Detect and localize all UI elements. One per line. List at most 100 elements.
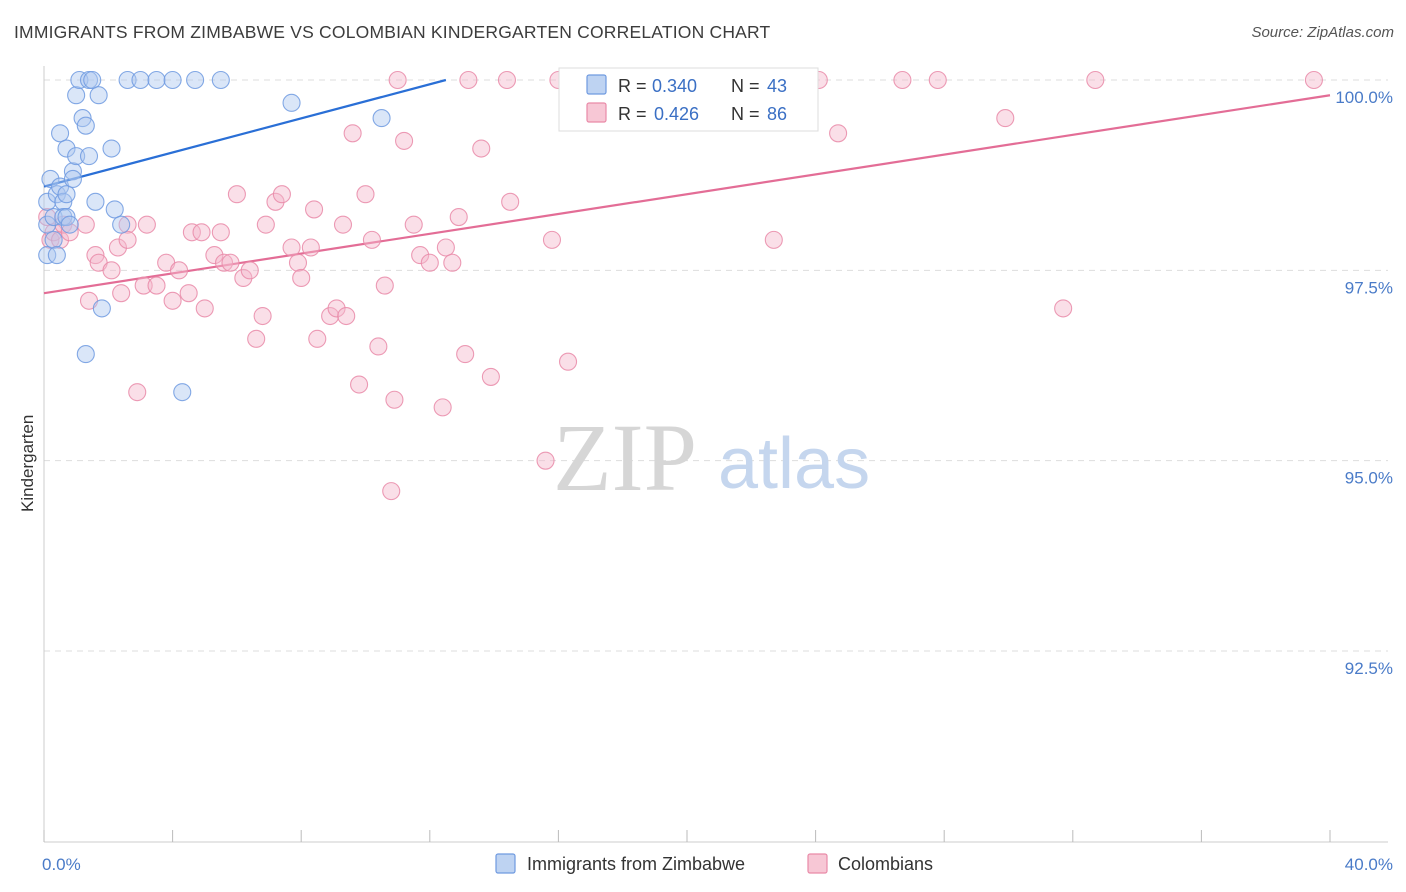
point-zimbabwe-33: [131, 70, 150, 90]
point-zimbabwe-30: [105, 200, 124, 219]
point-colombians-52: [369, 337, 388, 356]
point-colombians-16: [134, 276, 153, 295]
point-colombians-37: [272, 185, 291, 204]
point-colombians-77: [764, 230, 783, 249]
point-colombians-15: [128, 383, 147, 402]
point-colombians-28: [214, 253, 234, 272]
point-colombians-36: [266, 192, 285, 211]
axes: [43, 66, 1388, 843]
point-zimbabwe-12: [57, 139, 76, 158]
point-colombians-46: [333, 215, 353, 234]
point-colombians-83: [1054, 299, 1073, 318]
chart-title: IMMIGRANTS FROM ZIMBABWE VS COLOMBIAN KI…: [14, 22, 771, 42]
point-colombians-68: [481, 367, 500, 386]
point-colombians-34: [253, 306, 272, 326]
point-colombians-0: [38, 207, 57, 227]
point-colombians-12: [112, 284, 131, 303]
point-colombians-64: [449, 207, 468, 227]
point-zimbabwe-24: [79, 147, 99, 166]
point-zimbabwe-3: [41, 169, 60, 189]
point-zimbabwe-36: [186, 70, 205, 90]
trend-lines: [43, 78, 1331, 295]
legend-r-label-2: R =: [618, 104, 647, 124]
y-axis-label: Kindergarten: [18, 415, 37, 512]
bottom-legend-label-zimbabwe: Immigrants from Zimbabwe: [527, 854, 745, 874]
watermark-zip: ZIP: [553, 404, 697, 511]
point-colombians-42: [305, 200, 324, 219]
grid-lines: [44, 79, 1388, 652]
point-colombians-50: [356, 185, 375, 204]
point-zimbabwe-32: [118, 70, 137, 90]
x-tick-labels: 0.0% 40.0%: [42, 855, 1393, 874]
point-colombians-39: [288, 253, 308, 272]
point-colombians-18: [147, 276, 166, 295]
point-colombians-84: [1086, 70, 1105, 90]
point-zimbabwe-18: [67, 147, 86, 166]
trend-line-zimbabwe: [43, 78, 447, 188]
point-colombians-20: [163, 291, 182, 310]
point-colombians-33: [247, 329, 266, 348]
legend-swatch-pink: [586, 102, 607, 123]
point-zimbabwe-15: [60, 215, 79, 234]
x-tick-label-0: 0.0%: [42, 855, 81, 874]
point-colombians-13: [118, 215, 137, 234]
point-colombians-59: [411, 246, 430, 265]
point-colombians-58: [404, 215, 423, 234]
point-colombians-45: [327, 299, 346, 318]
y-tick-label-1: 97.5%: [1345, 278, 1393, 297]
point-colombians-63: [443, 253, 462, 272]
point-colombians-10: [102, 261, 121, 280]
point-colombians-55: [385, 390, 404, 409]
legend-r-value-1: 0.340: [652, 76, 697, 96]
point-colombians-29: [221, 253, 240, 272]
point-colombians-54: [382, 482, 401, 501]
point-colombians-17: [137, 215, 156, 234]
bottom-legend-swatch-pink: [807, 853, 828, 874]
point-zimbabwe-7: [47, 246, 66, 265]
point-colombians-14: [118, 230, 137, 249]
x-tick-label-1: 40.0%: [1345, 855, 1393, 874]
point-colombians-27: [211, 223, 230, 242]
y-tick-labels: 100.0% 97.5% 95.0% 92.5%: [1335, 88, 1393, 678]
point-zimbabwe-26: [86, 192, 105, 211]
point-zimbabwe-31: [112, 215, 131, 234]
point-colombians-23: [182, 223, 201, 242]
point-colombians-47: [337, 306, 356, 326]
bottom-legend-swatch-blue: [495, 853, 516, 874]
point-colombians-70: [501, 192, 520, 211]
y-tick-label-2: 95.0%: [1345, 469, 1393, 488]
point-colombians-69: [497, 70, 517, 90]
point-zimbabwe-42: [173, 383, 192, 402]
point-colombians-85: [1304, 70, 1323, 90]
point-colombians-5: [60, 223, 79, 242]
point-colombians-22: [179, 284, 198, 303]
point-zimbabwe-2: [38, 215, 57, 234]
point-colombians-80: [893, 70, 912, 90]
point-colombians-11: [108, 238, 127, 257]
point-colombians-44: [321, 306, 340, 326]
point-zimbabwe-20: [70, 70, 89, 90]
legend-r-label-1: R =: [618, 76, 647, 96]
point-colombians-30: [227, 185, 246, 204]
point-colombians-3: [51, 230, 70, 249]
point-colombians-56: [388, 70, 407, 90]
point-colombians-21: [169, 261, 189, 280]
point-colombians-66: [459, 70, 478, 90]
point-colombians-26: [205, 246, 224, 265]
point-colombians-53: [375, 276, 394, 295]
point-zimbabwe-35: [163, 70, 182, 90]
point-zimbabwe-16: [63, 162, 82, 181]
point-colombians-40: [292, 268, 311, 287]
point-colombians-60: [420, 253, 439, 272]
point-zimbabwe-27: [89, 86, 108, 105]
point-zimbabwe-22: [76, 116, 95, 135]
point-colombians-65: [456, 345, 475, 364]
point-colombians-31: [234, 268, 253, 287]
trend-line-colombians: [43, 94, 1331, 295]
point-colombians-62: [436, 238, 455, 257]
point-colombians-35: [256, 215, 275, 234]
legend-r-value-2: 0.426: [654, 104, 699, 124]
point-colombians-71: [536, 451, 555, 470]
point-zimbabwe-4: [44, 207, 63, 227]
